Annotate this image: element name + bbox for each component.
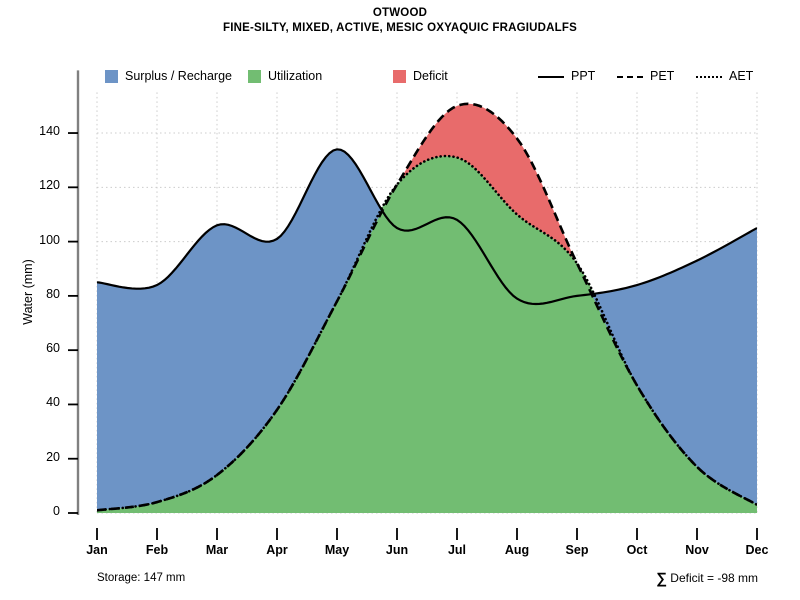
solid-line-icon — [538, 70, 564, 83]
storage-annotation: Storage: 147 mm — [97, 572, 186, 584]
title-line-2: FINE-SILTY, MIXED, ACTIVE, MESIC OXYAQUI… — [223, 22, 577, 34]
dashed-line-icon — [617, 70, 643, 83]
y-tick-label-140: 140 — [39, 124, 60, 139]
x-tick-label-aug: Aug — [504, 543, 530, 557]
y-tick-label-60: 60 — [46, 341, 60, 356]
legend-item-aet[interactable]: AET — [696, 66, 753, 86]
dotted-line-icon — [696, 70, 722, 83]
legend-label-surplus: Surplus / Recharge — [125, 69, 233, 83]
x-tick-label-oct: Oct — [626, 543, 648, 557]
legend-item-surplus[interactable]: Surplus / Recharge — [105, 66, 232, 86]
y-tick-label-120: 120 — [39, 178, 60, 193]
y-tick-label-40: 40 — [46, 395, 60, 410]
area-utilization — [97, 156, 757, 513]
x-tick-label-dec: Dec — [745, 543, 769, 557]
legend-label-deficit: Deficit — [413, 69, 448, 83]
legend-label-pet: PET — [650, 69, 675, 83]
legend-item-utilization[interactable]: Utilization — [248, 66, 322, 86]
legend-item-pet[interactable]: PET — [617, 66, 674, 86]
y-tick-label-20: 20 — [46, 449, 60, 464]
x-tick-label-feb: Feb — [145, 543, 169, 557]
x-tick-label-nov: Nov — [685, 543, 709, 557]
sigma-icon: ∑ — [656, 570, 667, 587]
x-tick-label-jan: Jan — [86, 543, 108, 557]
x-tick-label-apr: Apr — [266, 543, 288, 557]
x-tick-label-jul: Jul — [447, 543, 467, 557]
chart-title: OTWOOD FINE-SILTY, MIXED, ACTIVE, MESIC … — [0, 6, 800, 36]
x-tick-label-sep: Sep — [565, 543, 589, 557]
legend-label-aet: AET — [729, 69, 754, 83]
line-aet — [97, 154, 757, 512]
line-pet — [97, 102, 757, 512]
y-tick-label-0: 0 — [53, 504, 60, 518]
title-line-1: OTWOOD — [372, 7, 428, 19]
legend-item-deficit[interactable]: Deficit — [393, 66, 448, 86]
deficit-text: Deficit = -98 mm — [666, 571, 758, 585]
legend-label-ppt: PPT — [571, 69, 596, 83]
legend-swatch-deficit — [393, 69, 406, 83]
x-tick-label-jun: Jun — [385, 543, 409, 557]
legend-item-ppt[interactable]: PPT — [538, 66, 595, 86]
area-surplus-recharge — [97, 149, 757, 511]
chart-legend: Surplus / Recharge Utilization Deficit P… — [0, 66, 800, 86]
x-tick-label-mar: Mar — [205, 543, 229, 557]
legend-swatch-surplus — [105, 69, 118, 83]
legend-swatch-utilization — [248, 69, 261, 83]
line-ppt — [97, 148, 757, 306]
x-tick-label-may: May — [324, 543, 350, 557]
legend-label-utilization: Utilization — [268, 69, 323, 83]
y-tick-label-100: 100 — [39, 232, 60, 247]
y-tick-label-80: 80 — [46, 286, 60, 301]
deficit-annotation: ∑ Deficit = -98 mm — [656, 570, 758, 587]
